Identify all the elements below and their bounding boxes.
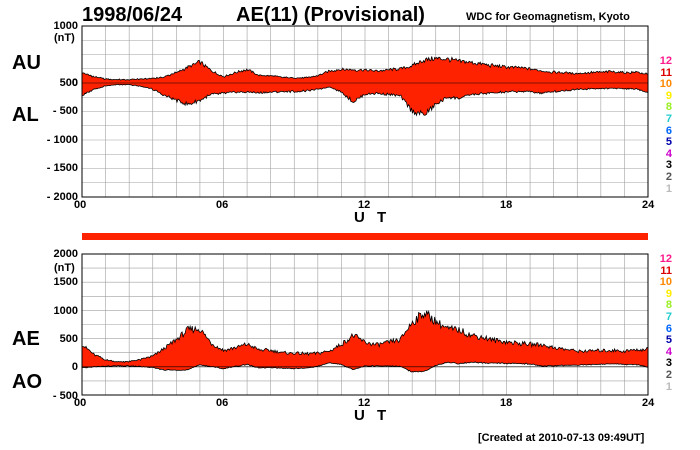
source-label: WDC for Geomagnetism, Kyoto xyxy=(466,11,630,23)
panel1-xlabel: U T xyxy=(354,209,391,226)
chart-date: 1998/06/24 xyxy=(82,4,183,26)
panel2-legend: 12 11 10 9 8 7 6 5 4 3 2 1 xyxy=(652,253,672,393)
panel1-ytick: - 1500 xyxy=(46,162,78,174)
panel2-legend-number: 10 xyxy=(659,276,672,289)
panel1-legend-number: 6 xyxy=(665,124,672,137)
panel1-xtick: 00 xyxy=(74,199,87,211)
panel1-series-al xyxy=(81,83,649,117)
panel2-xtick: 24 xyxy=(642,397,655,409)
panel2-legend-number: 11 xyxy=(660,264,672,277)
panel1-legend-number: 8 xyxy=(665,101,672,114)
panel1-legend-number: 3 xyxy=(665,159,672,172)
panel2-band xyxy=(82,310,648,372)
panel1-frame-outline xyxy=(81,25,649,198)
created-timestamp: [Created at 2010-07-13 09:49UT] xyxy=(478,432,645,444)
panel2-legend-number: 8 xyxy=(665,299,672,312)
panel2-ytick: 2000 xyxy=(53,248,78,260)
panel2-series-ao xyxy=(81,361,649,373)
panel1-ytick: - 500 xyxy=(52,105,78,117)
panel1-legend-number: 9 xyxy=(665,89,672,102)
panel1-xtick: 12 xyxy=(358,199,371,211)
chart-title: AE(11) (Provisional) xyxy=(236,4,425,26)
panel2-ytick: - 500 xyxy=(52,390,78,402)
panel1-legend-number: 10 xyxy=(659,78,672,91)
panel1-legend: 12 11 10 9 8 7 6 5 4 3 2 1 xyxy=(652,55,672,195)
panel2-ytick: 1000 xyxy=(53,305,78,317)
panel2-legend-number: 12 xyxy=(659,253,672,265)
panel1-ytick: 0 xyxy=(71,77,78,89)
panel2-xtick: 18 xyxy=(500,397,513,409)
station-availability-bar xyxy=(82,233,648,240)
panel2-xlabel: U T xyxy=(354,407,391,424)
panel1-xtick: 24 xyxy=(642,199,655,211)
au-label: AU xyxy=(12,52,41,74)
panel2-unit: (nT) xyxy=(54,262,75,274)
panel2-legend-number: 4 xyxy=(665,345,672,358)
panel2-ytick: 0 xyxy=(71,361,78,373)
panel2-xtick: 12 xyxy=(358,397,371,409)
panel1-ytick: - 1000 xyxy=(46,134,78,146)
panel2-xtick: 06 xyxy=(216,397,229,409)
panel1-legend-number: 5 xyxy=(665,136,672,149)
panel2-legend-number: 2 xyxy=(665,368,672,381)
panel2-legend-number: 7 xyxy=(665,310,672,323)
panel2-legend-number: 1 xyxy=(665,380,672,393)
panel2-legend-number: 3 xyxy=(665,357,672,370)
panel2-legend-number: 5 xyxy=(665,334,672,347)
panel1-legend-number: 11 xyxy=(660,66,672,79)
panel1-legend-number: 7 xyxy=(665,112,672,125)
panel1-legend-number: 2 xyxy=(665,170,672,183)
panel2-legend-number: 9 xyxy=(665,287,672,300)
panel2-series-ae xyxy=(81,309,649,363)
ao-label: AO xyxy=(12,371,42,393)
panel1-ytick: 500 xyxy=(59,77,78,89)
panel2-ytick: 500 xyxy=(59,333,78,345)
panel1-xtick: 06 xyxy=(216,199,229,211)
panel2-xtick: 00 xyxy=(74,397,87,409)
panel1-series-au xyxy=(81,56,649,81)
panel1-unit: (nT) xyxy=(54,32,75,44)
panel2-ytick: 1500 xyxy=(53,276,78,288)
panel1-legend-number: 4 xyxy=(665,147,672,160)
panel1-legend-number: 1 xyxy=(665,182,672,195)
panel1-ytick: - 2000 xyxy=(46,191,78,203)
al-label: AL xyxy=(12,104,39,126)
panel1-legend-number: 12 xyxy=(659,55,672,67)
ae-label: AE xyxy=(12,328,40,350)
panel1-xtick: 18 xyxy=(500,199,513,211)
panel1-ytick: 1000 xyxy=(53,20,78,32)
panel2-frame-outline xyxy=(81,253,649,396)
panel2-legend-number: 6 xyxy=(665,322,672,335)
panel1-band xyxy=(82,56,648,116)
